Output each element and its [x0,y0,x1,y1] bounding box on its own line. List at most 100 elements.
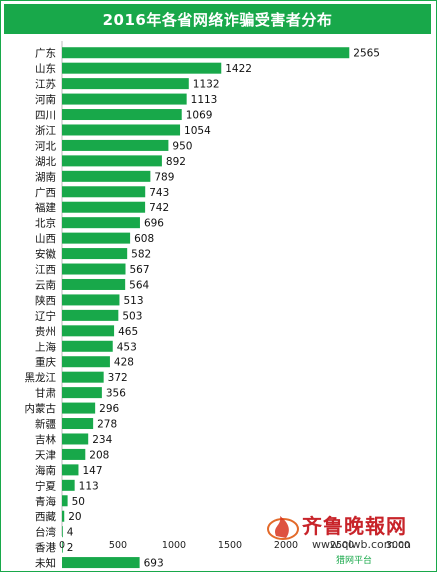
bar [62,526,63,538]
bar [62,93,187,105]
watermark-logo-text: 齐鲁晚報网 [302,514,407,538]
category-label: 吉林 [35,433,56,446]
category-label: 青海 [35,495,56,508]
category-label: 安徽 [35,248,56,261]
category-label: 黑龙江 [25,371,57,384]
bar [62,170,151,182]
category-label: 天津 [35,449,56,461]
category-label: 未知 [35,557,56,570]
x-tick-label: 1500 [218,540,242,551]
bar [62,418,94,430]
value-label: 564 [129,279,149,291]
bar [62,186,146,198]
bar [62,217,140,229]
bar [62,139,169,151]
bar [62,78,189,90]
category-label: 河北 [35,140,56,152]
category-label: 甘肃 [35,387,56,400]
x-tick-label: 500 [109,540,127,551]
chart-title: 2016年各省网络诈骗受害者分布 [4,4,431,34]
x-tick-label: 2500 [330,540,354,551]
value-label: 296 [99,403,119,415]
value-label: 278 [97,419,117,431]
value-label: 234 [92,434,112,446]
bar [62,433,89,445]
value-label: 113 [79,480,99,492]
value-label: 567 [130,264,150,276]
value-label: 453 [117,341,137,353]
watermark-subtitle: 猎网平台 [336,556,373,566]
bar [62,248,128,260]
value-label: 1054 [184,125,211,137]
value-label: 789 [154,171,174,183]
bar [62,232,131,244]
value-label: 503 [122,310,142,322]
category-label: 浙江 [35,125,56,137]
value-label: 356 [106,388,126,400]
bar [62,541,63,553]
bar [62,495,68,507]
bar [62,340,113,352]
value-label: 1069 [186,110,213,122]
value-label: 208 [89,449,109,461]
bar [62,201,146,213]
category-label: 江苏 [35,78,56,91]
bar [62,155,162,167]
value-label: 582 [131,249,151,261]
value-label: 4 [67,527,74,539]
category-label: 河南 [35,93,56,106]
value-label: 743 [149,187,169,199]
category-label: 香港 [35,542,56,554]
value-label: 696 [144,218,164,230]
x-tick-label: 0 [59,540,65,551]
category-label: 西藏 [35,511,56,523]
category-label: 广西 [35,187,56,199]
category-label: 新疆 [35,418,56,431]
category-label: 湖北 [35,156,56,168]
category-label: 陕西 [35,294,56,307]
bar [62,387,102,399]
bar [62,510,65,522]
value-label: 147 [82,465,102,477]
watermark: 齐鲁晚報网 www.qlwb.com.cn 猎网平台 [262,510,432,568]
value-label: 513 [123,295,143,307]
category-label: 广东 [35,47,56,60]
bar [62,402,96,414]
value-label: 950 [172,140,192,152]
bar [62,371,104,383]
bar [62,62,222,74]
value-label: 20 [68,511,81,523]
category-label: 台湾 [35,526,56,539]
value-label: 2 [67,542,74,554]
category-label: 宁夏 [35,479,56,492]
bar [62,448,86,460]
bar [62,325,115,337]
category-label: 辽宁 [35,309,56,322]
category-label: 贵州 [35,325,56,338]
bar [62,356,110,368]
category-label: 山西 [35,233,56,245]
x-tick-label: 3000 [386,540,410,551]
value-label: 1113 [191,94,218,106]
watermark-url: www.qlwb.com.cn [312,538,411,551]
value-label: 892 [166,156,186,168]
value-label: 742 [149,202,169,214]
bar [62,479,75,491]
x-tick-label: 2000 [274,540,298,551]
category-label: 内蒙古 [25,402,57,415]
category-label: 四川 [35,110,56,122]
bar [62,278,126,290]
bar [62,309,119,321]
value-label: 2565 [353,48,380,60]
value-label: 608 [134,233,154,245]
category-label: 山东 [35,62,56,75]
value-label: 50 [72,496,85,508]
category-label: 上海 [35,340,56,353]
value-label: 1132 [193,79,220,91]
value-label: 428 [114,357,134,369]
bar [62,109,182,121]
bar [62,557,140,569]
category-label: 江西 [35,264,56,276]
bar [62,294,120,306]
